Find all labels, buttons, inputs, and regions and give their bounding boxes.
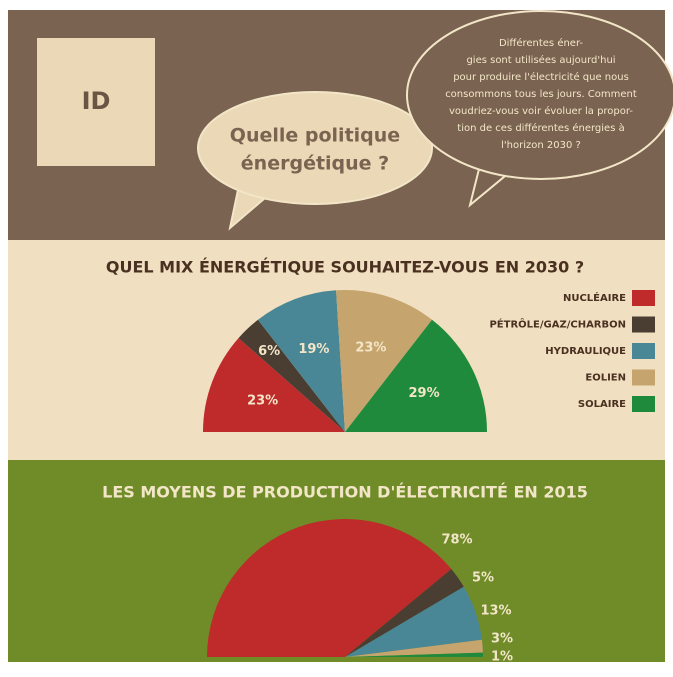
legend-swatch — [632, 316, 655, 333]
pie-slice — [345, 652, 483, 657]
slice-label: 5% — [472, 571, 494, 586]
intro-line: voudriez-vous voir évoluer la propor- — [449, 105, 633, 117]
legend-swatch — [632, 369, 655, 386]
badge: ID — [82, 87, 111, 115]
legend-swatch — [632, 343, 655, 359]
question-line: Quelle politique — [230, 125, 400, 147]
intro-bubble — [406, 10, 673, 180]
intro-line: tion de ces différentes énergies à — [457, 122, 624, 134]
legend-label: EOLIEN — [585, 373, 626, 384]
slice-label: 3% — [491, 632, 513, 647]
legend-label: SOLAIRE — [578, 399, 626, 410]
chart-title: QUEL MIX ÉNERGÉTIQUE SOUHAITEZ-VOUS EN 2… — [106, 258, 584, 277]
chart-title: LES MOYENS DE PRODUCTION D'ÉLECTRICITÉ E… — [102, 483, 588, 502]
intro-text: Différentes éner-gies sont utilisées auj… — [445, 37, 637, 151]
slice-label: 78% — [441, 533, 472, 548]
legend-label: PÉTRÔLE/GAZ/CHARBON — [489, 318, 626, 331]
legend-swatch — [632, 396, 655, 412]
pie-slice — [345, 586, 482, 657]
slice-label: 6% — [258, 344, 280, 359]
intro-line: Différentes éner- — [499, 37, 583, 49]
slice-label: 19% — [298, 342, 329, 357]
legend-swatch — [632, 290, 655, 306]
slice-label: 1% — [491, 650, 513, 665]
slice-label: 23% — [247, 393, 278, 408]
intro-line: consommons tous les jours. Comment — [445, 89, 637, 100]
badge-box — [37, 38, 155, 166]
pie-slice — [345, 569, 464, 657]
intro-line: l'horizon 2030 ? — [501, 140, 581, 151]
pie-slice — [238, 319, 345, 432]
intro-line: gies sont utilisées aujourd'hui — [466, 54, 615, 66]
slice-label: 23% — [355, 340, 386, 355]
pie-slice — [345, 319, 487, 432]
pie-slice — [203, 338, 345, 432]
intro-line: pour produire l'électricité que nous — [453, 71, 629, 83]
pie-slice — [345, 639, 483, 657]
slice-label: 13% — [480, 604, 511, 619]
legend-label: NUCLÉAIRE — [563, 291, 626, 304]
pie-slice — [207, 519, 452, 657]
question-bubble — [197, 91, 433, 205]
legend-label: HYDRAULIQUE — [545, 346, 626, 357]
slice-label: 29% — [408, 386, 439, 401]
question-line: énergétique ? — [241, 153, 389, 175]
pie-slice — [336, 290, 433, 432]
pie-slice — [257, 290, 345, 432]
